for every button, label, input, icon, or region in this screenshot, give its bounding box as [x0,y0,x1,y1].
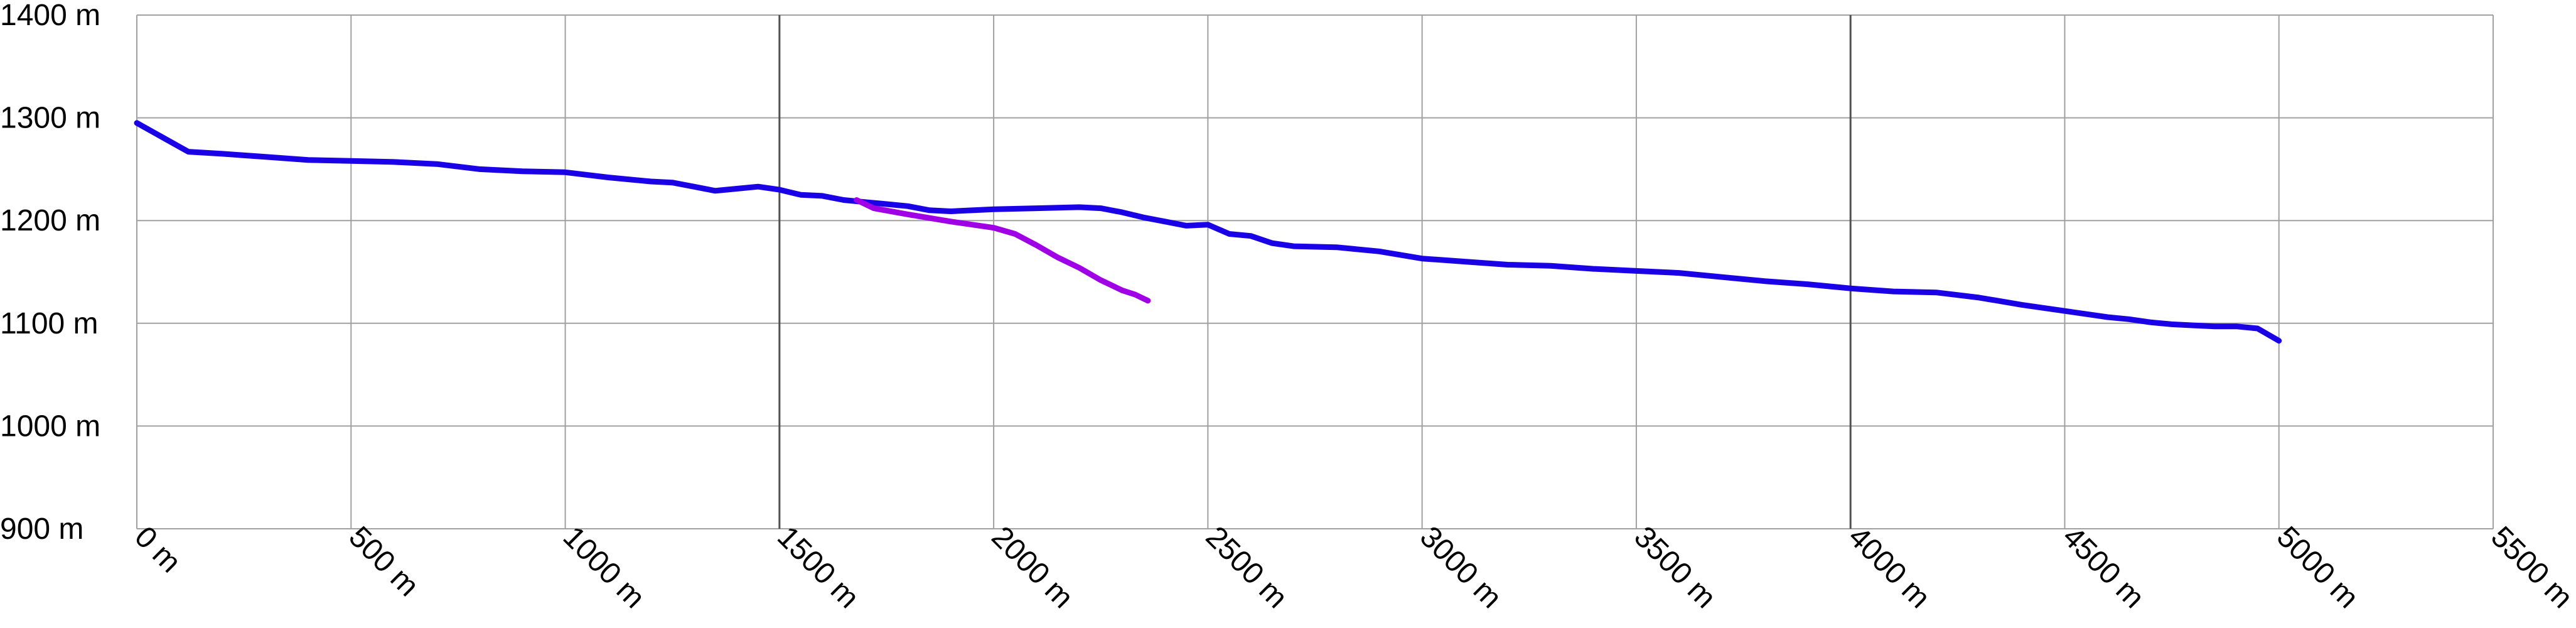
x-tick-label: 500 m [342,520,425,603]
y-axis-tick-labels: 900 m 1000 m 1100 m 1200 m 1300 m 1400 m [0,0,100,546]
y-tick-label: 1400 m [0,0,100,32]
x-tick-label: 4500 m [2056,520,2151,615]
x-tick-label: 2500 m [1199,520,1294,615]
x-tick-label: 2000 m [985,520,1080,615]
x-tick-label: 5500 m [2484,520,2576,615]
x-tick-label: 1000 m [557,520,652,615]
series-line-1 [134,120,2282,344]
x-tick-label: 3500 m [1628,520,1722,615]
series-lines [134,120,2282,344]
x-tick-label: 1500 m [771,520,866,615]
x-tick-label: 5000 m [2270,520,2365,615]
y-tick-label: 1100 m [0,307,99,340]
x-axis-tick-labels: 0 m 500 m 1000 m 1500 m 2000 m 2500 m 3000 m 35… [128,520,2576,615]
grid [136,14,2494,529]
y-tick-label: 900 m [0,512,83,546]
y-tick-label: 1200 m [0,204,100,237]
y-tick-label: 1300 m [0,102,100,135]
series-line-2 [854,197,1151,304]
x-tick-label: 3000 m [1414,520,1508,615]
x-tick-label: 4000 m [1842,520,1936,615]
y-tick-label: 1000 m [0,409,100,443]
